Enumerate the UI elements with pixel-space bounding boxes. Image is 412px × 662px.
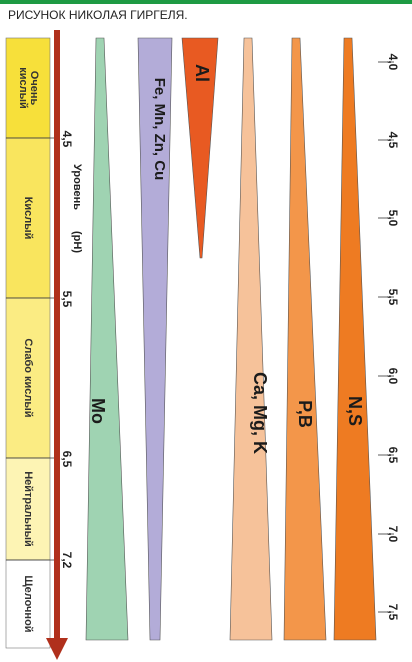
zone-label-very-acidic-text: Очень кислый: [17, 67, 40, 109]
zone-label-alkaline: Щелочной: [20, 554, 36, 654]
axis-label-level-text: Уровень: [71, 163, 83, 210]
zone-label-slightly-acidic: Слабо кислый: [20, 328, 36, 428]
right-tick-label: 6,0: [386, 367, 400, 385]
band-fe-mn-zn-cu: [137, 37, 173, 641]
band-p-b: [283, 37, 327, 641]
zone-label-neutral: Нейтральный: [20, 459, 36, 559]
zone-neutral: [5, 457, 51, 561]
right-tick-label: 5,0: [386, 209, 400, 227]
zone-label-slightly-acidic-text: Слабо кислый: [22, 338, 34, 418]
right-tick-label: 7,5: [386, 603, 400, 621]
axis-label-ph-text: (pH): [71, 231, 83, 253]
band-label-n-s: N,S: [345, 395, 366, 426]
zone-alkaline: [5, 559, 51, 649]
right-tick-marks: [378, 61, 394, 613]
axis-label-level: Уровень: [70, 152, 84, 222]
top-accent-bar: [0, 0, 412, 4]
zone-label-neutral-text: Нейтральный: [22, 471, 34, 547]
axis-label-ph: (pH): [70, 217, 84, 267]
right-tick-label: 6,5: [386, 446, 400, 464]
zone-label-acidic: Кислый: [20, 168, 36, 268]
band-label-p-b: P,B: [295, 400, 316, 428]
zone-slightly-acidic: [5, 297, 51, 459]
zone-label-very-acidic: Очень кислый: [17, 38, 40, 138]
right-tick-label: 4,5: [386, 131, 400, 149]
band-label-fe-mn-zn-cu: Fe, Mn, Zn, Cu: [151, 77, 169, 181]
zone-label-alkaline-text: Щелочной: [22, 575, 34, 633]
left-tick-label: 6,5: [60, 450, 74, 468]
left-tick-marks: [6, 137, 54, 561]
right-tick-label: 4,0: [386, 53, 400, 71]
band-label-al: Al: [192, 64, 213, 82]
figure-caption: РИСУНОК НИКОЛАЯ ГИРГЕЛЯ.: [8, 8, 188, 22]
left-tick-label: 4,5: [60, 130, 74, 148]
ph-arrow: [46, 30, 68, 660]
band-label-ca-mg-k: Ca, Mg, K: [250, 371, 271, 454]
right-tick-label: 5,5: [386, 288, 400, 306]
band-label-mo: Mo: [88, 398, 109, 424]
band-mo: [85, 37, 129, 641]
zone-label-acidic-text: Кислый: [22, 196, 34, 240]
right-tick-label: 7,0: [386, 525, 400, 543]
band-al: [181, 37, 219, 259]
zone-very-acidic: [5, 37, 51, 139]
left-tick-label: 7,2: [60, 551, 74, 569]
band-ca-mg-k: [229, 37, 273, 641]
band-n-s: [333, 37, 377, 641]
left-tick-label: 5,5: [60, 290, 74, 308]
